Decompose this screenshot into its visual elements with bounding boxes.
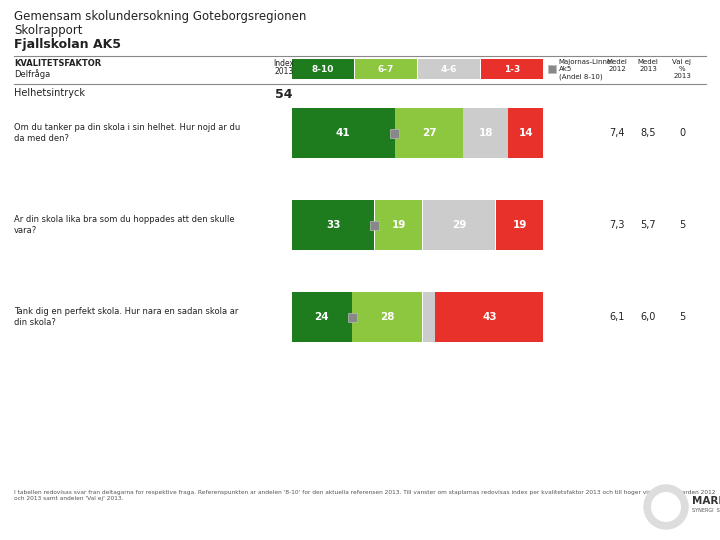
Text: Helhetsintryck: Helhetsintryck bbox=[14, 88, 85, 98]
Text: 4-6: 4-6 bbox=[441, 64, 457, 73]
Bar bbox=[548, 65, 556, 73]
Bar bbox=[423, 200, 495, 250]
Bar bbox=[395, 108, 463, 158]
Bar bbox=[355, 59, 417, 79]
Text: 2013: 2013 bbox=[274, 67, 294, 76]
Bar bbox=[418, 59, 480, 79]
Text: KVALITETSFAKTOR: KVALITETSFAKTOR bbox=[14, 59, 102, 68]
Text: MARKÖR: MARKÖR bbox=[692, 496, 720, 506]
Text: Medel: Medel bbox=[638, 59, 658, 65]
Text: 5: 5 bbox=[679, 312, 685, 322]
Bar bbox=[292, 200, 374, 250]
Text: Val ej: Val ej bbox=[672, 59, 691, 65]
Text: Om du tanker pa din skola i sin helhet. Hur nojd ar du
da med den?: Om du tanker pa din skola i sin helhet. … bbox=[14, 123, 240, 143]
Text: 14: 14 bbox=[518, 128, 534, 138]
Text: 8-10: 8-10 bbox=[312, 64, 334, 73]
Text: Fjallskolan AK5: Fjallskolan AK5 bbox=[14, 38, 121, 51]
Bar bbox=[292, 108, 395, 158]
Bar bbox=[481, 59, 543, 79]
Text: 6-7: 6-7 bbox=[378, 64, 395, 73]
Text: Tank dig en perfekt skola. Hur nara en sadan skola ar
din skola?: Tank dig en perfekt skola. Hur nara en s… bbox=[14, 307, 238, 327]
Text: 2013: 2013 bbox=[673, 73, 691, 79]
Text: 8,5: 8,5 bbox=[640, 128, 656, 138]
Text: 41: 41 bbox=[336, 128, 351, 138]
Text: 33: 33 bbox=[326, 220, 341, 230]
Text: Delfråga: Delfråga bbox=[14, 69, 50, 79]
Bar bbox=[370, 220, 379, 230]
Bar bbox=[508, 108, 544, 158]
Text: 6,1: 6,1 bbox=[609, 312, 625, 322]
Bar bbox=[348, 313, 356, 321]
Text: 7,4: 7,4 bbox=[609, 128, 625, 138]
Text: 5,7: 5,7 bbox=[640, 220, 656, 230]
Text: 2012: 2012 bbox=[608, 66, 626, 72]
Text: 6,0: 6,0 bbox=[640, 312, 656, 322]
Text: 43: 43 bbox=[482, 312, 497, 322]
Text: Ak5: Ak5 bbox=[559, 66, 572, 72]
Text: 1-3: 1-3 bbox=[504, 64, 521, 73]
Bar bbox=[423, 292, 435, 342]
Text: 29: 29 bbox=[452, 220, 467, 230]
Text: 18: 18 bbox=[478, 128, 493, 138]
Text: 24: 24 bbox=[315, 312, 329, 322]
Bar bbox=[463, 108, 508, 158]
Text: 28: 28 bbox=[380, 312, 395, 322]
Text: 5: 5 bbox=[679, 220, 685, 230]
Text: Ar din skola lika bra som du hoppades att den skulle
vara?: Ar din skola lika bra som du hoppades at… bbox=[14, 215, 235, 235]
Bar bbox=[292, 292, 352, 342]
Text: 27: 27 bbox=[422, 128, 436, 138]
Text: 54: 54 bbox=[275, 88, 293, 101]
Text: (Andel 8-10): (Andel 8-10) bbox=[559, 73, 602, 79]
Bar bbox=[436, 292, 544, 342]
Bar bbox=[390, 129, 400, 138]
Bar bbox=[352, 292, 423, 342]
Bar bbox=[496, 200, 544, 250]
Text: Majornas-Linne: Majornas-Linne bbox=[559, 59, 612, 65]
Bar bbox=[292, 59, 354, 79]
Text: I tabellen redovisas svar fran deltagarna for respektive fraga. Referenspunkten : I tabellen redovisas svar fran deltagarn… bbox=[14, 490, 716, 501]
Text: 0: 0 bbox=[679, 128, 685, 138]
Text: Gemensam skolundersokning Goteborgsregionen: Gemensam skolundersokning Goteborgsregio… bbox=[14, 10, 307, 23]
Text: Index: Index bbox=[274, 59, 294, 68]
Text: 2013: 2013 bbox=[639, 66, 657, 72]
Text: 7,3: 7,3 bbox=[609, 220, 625, 230]
Bar bbox=[375, 200, 423, 250]
Text: %: % bbox=[679, 66, 685, 72]
Text: Skolrapport: Skolrapport bbox=[14, 24, 83, 37]
Text: Medel: Medel bbox=[606, 59, 627, 65]
Text: SYNERGI  STYRKA  LYHORDHET: SYNERGI STYRKA LYHORDHET bbox=[692, 509, 720, 514]
Circle shape bbox=[644, 485, 688, 529]
Text: 19: 19 bbox=[513, 220, 527, 230]
Circle shape bbox=[652, 492, 680, 521]
Text: 19: 19 bbox=[392, 220, 406, 230]
